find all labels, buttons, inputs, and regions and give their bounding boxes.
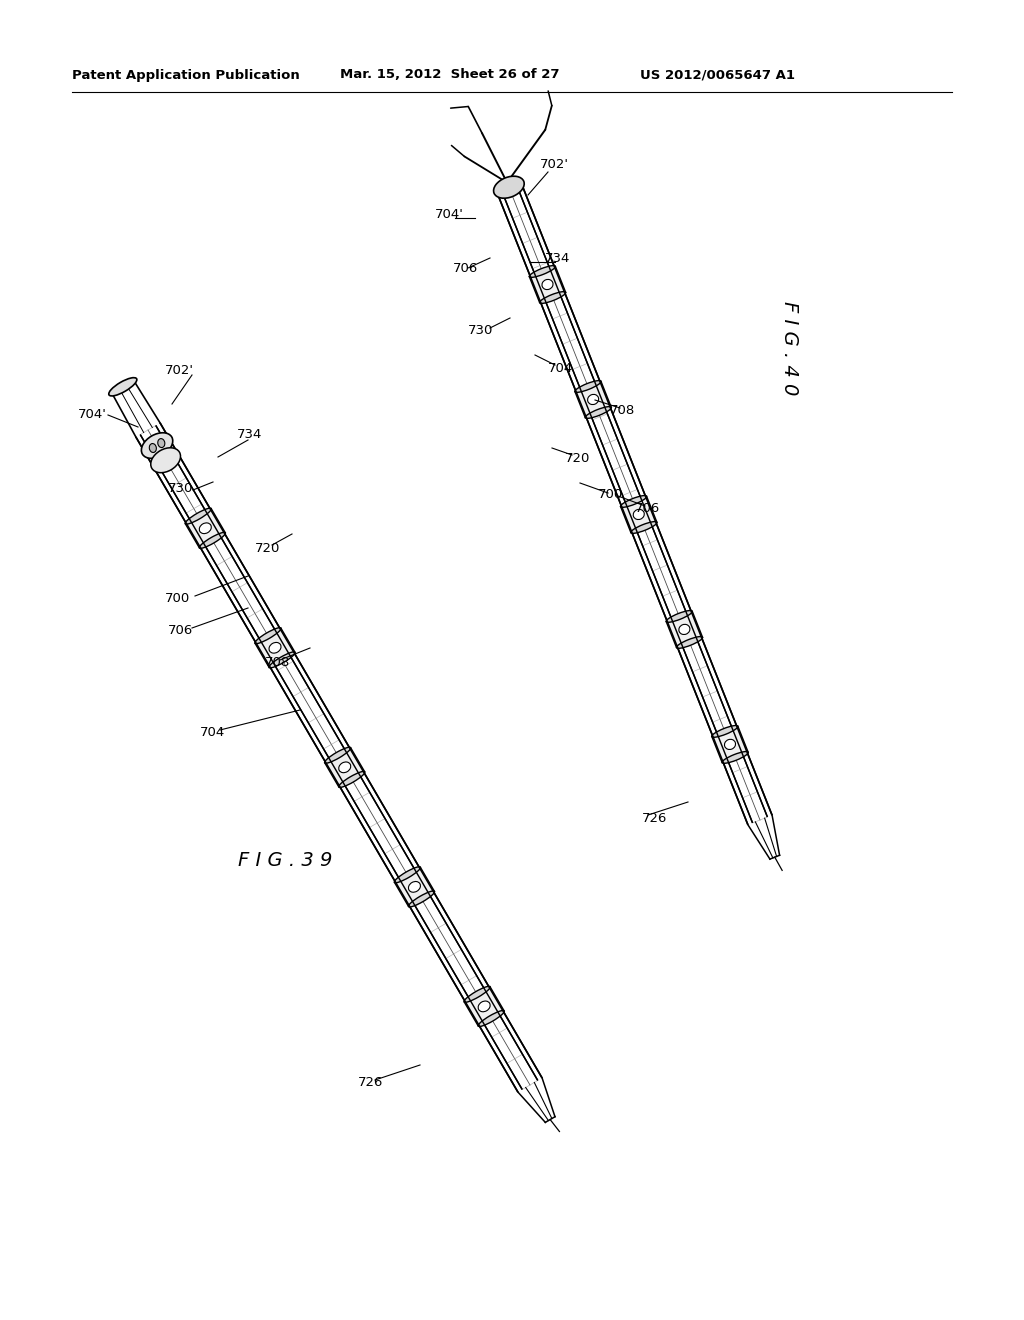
Ellipse shape xyxy=(151,447,180,473)
Ellipse shape xyxy=(200,532,225,548)
Text: 734: 734 xyxy=(545,252,570,264)
Ellipse shape xyxy=(540,292,565,304)
Ellipse shape xyxy=(677,636,702,648)
Text: Mar. 15, 2012  Sheet 26 of 27: Mar. 15, 2012 Sheet 26 of 27 xyxy=(340,69,559,82)
Text: 704: 704 xyxy=(200,726,225,739)
Ellipse shape xyxy=(255,628,281,644)
Text: 702': 702' xyxy=(540,158,569,172)
Text: 704': 704' xyxy=(435,209,464,222)
Text: US 2012/0065647 A1: US 2012/0065647 A1 xyxy=(640,69,795,82)
Polygon shape xyxy=(255,628,295,668)
Polygon shape xyxy=(667,611,702,648)
Polygon shape xyxy=(136,422,542,1092)
Text: 730: 730 xyxy=(468,323,494,337)
Ellipse shape xyxy=(667,611,692,622)
Ellipse shape xyxy=(588,395,599,404)
Ellipse shape xyxy=(150,444,157,453)
Ellipse shape xyxy=(494,176,524,198)
Ellipse shape xyxy=(339,762,351,772)
Ellipse shape xyxy=(621,495,646,507)
Ellipse shape xyxy=(409,891,434,907)
Ellipse shape xyxy=(478,1011,504,1027)
Text: F I G . 3 9: F I G . 3 9 xyxy=(238,850,332,870)
Text: 726: 726 xyxy=(358,1076,383,1089)
Text: 720: 720 xyxy=(255,541,281,554)
Ellipse shape xyxy=(464,986,490,1002)
Polygon shape xyxy=(712,726,749,763)
Text: 700: 700 xyxy=(598,488,624,502)
Ellipse shape xyxy=(542,280,553,289)
Ellipse shape xyxy=(141,433,173,458)
Ellipse shape xyxy=(109,378,137,396)
Text: 704': 704' xyxy=(78,408,106,421)
Ellipse shape xyxy=(478,1001,490,1011)
Ellipse shape xyxy=(722,751,749,763)
Text: 706: 706 xyxy=(635,502,660,515)
Ellipse shape xyxy=(158,438,165,447)
Ellipse shape xyxy=(269,652,295,668)
Text: 706: 706 xyxy=(453,261,478,275)
Ellipse shape xyxy=(712,726,738,738)
Polygon shape xyxy=(574,381,611,417)
Ellipse shape xyxy=(574,380,601,392)
Text: 706: 706 xyxy=(168,623,194,636)
Ellipse shape xyxy=(394,867,421,883)
Polygon shape xyxy=(394,867,434,907)
Text: Patent Application Publication: Patent Application Publication xyxy=(72,69,300,82)
Polygon shape xyxy=(185,508,225,548)
Text: 708: 708 xyxy=(265,656,290,669)
Polygon shape xyxy=(325,747,365,787)
Polygon shape xyxy=(464,987,504,1026)
Ellipse shape xyxy=(325,747,351,763)
Text: 708: 708 xyxy=(610,404,635,417)
Ellipse shape xyxy=(529,265,555,277)
Ellipse shape xyxy=(631,521,657,533)
Text: 730: 730 xyxy=(168,482,194,495)
Ellipse shape xyxy=(339,771,365,788)
Ellipse shape xyxy=(724,739,735,750)
Text: 702': 702' xyxy=(165,363,194,376)
Text: 720: 720 xyxy=(565,451,591,465)
Ellipse shape xyxy=(409,882,421,892)
Ellipse shape xyxy=(200,523,211,533)
Text: 700: 700 xyxy=(165,591,190,605)
Ellipse shape xyxy=(679,624,690,635)
Polygon shape xyxy=(621,496,657,533)
Ellipse shape xyxy=(185,508,211,524)
Text: 726: 726 xyxy=(642,812,668,825)
Ellipse shape xyxy=(633,510,644,520)
Polygon shape xyxy=(498,185,772,825)
Polygon shape xyxy=(529,267,565,302)
Text: 734: 734 xyxy=(237,429,262,441)
Ellipse shape xyxy=(586,407,611,418)
Text: F I G . 4 0: F I G . 4 0 xyxy=(780,301,800,395)
Text: 704: 704 xyxy=(548,362,573,375)
Ellipse shape xyxy=(269,643,281,653)
